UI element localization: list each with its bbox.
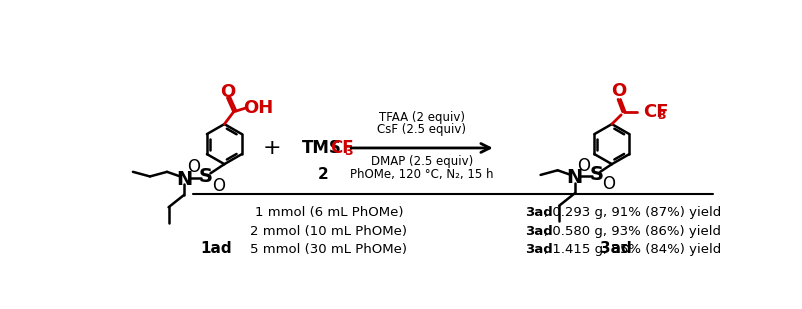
Text: CF: CF <box>642 103 667 121</box>
Text: 1 mmol (6 mL PhOMe): 1 mmol (6 mL PhOMe) <box>254 206 403 219</box>
Text: 3ad: 3ad <box>525 243 552 256</box>
Text: O: O <box>187 158 200 176</box>
Text: 3: 3 <box>344 145 353 158</box>
Text: TMS: TMS <box>302 139 342 157</box>
Text: +: + <box>263 138 282 158</box>
Text: , 1.415 g, 85% (84%) yield: , 1.415 g, 85% (84%) yield <box>543 243 720 256</box>
Text: O: O <box>220 83 235 101</box>
Text: CF: CF <box>330 139 353 157</box>
Text: PhOMe, 120 °C, N₂, 15 h: PhOMe, 120 °C, N₂, 15 h <box>350 168 493 181</box>
Text: , 0.293 g, 91% (87%) yield: , 0.293 g, 91% (87%) yield <box>543 206 720 219</box>
Text: S: S <box>589 165 602 184</box>
Text: DMAP (2.5 equiv): DMAP (2.5 equiv) <box>371 155 472 168</box>
Text: N: N <box>176 170 192 189</box>
Text: O: O <box>602 175 614 193</box>
Text: 2: 2 <box>318 167 329 182</box>
Text: 3: 3 <box>657 109 666 122</box>
Text: OH: OH <box>243 99 273 117</box>
Text: O: O <box>577 157 589 175</box>
Text: 3ad: 3ad <box>525 206 552 219</box>
Text: 3ad: 3ad <box>599 241 631 256</box>
Text: O: O <box>610 82 626 100</box>
Text: 5 mmol (30 mL PhOMe): 5 mmol (30 mL PhOMe) <box>250 243 407 256</box>
Text: 2 mmol (10 mL PhOMe): 2 mmol (10 mL PhOMe) <box>250 225 407 238</box>
Text: CsF (2.5 equiv): CsF (2.5 equiv) <box>377 123 466 136</box>
Text: 1ad: 1ad <box>200 241 232 256</box>
Text: TFAA (2 equiv): TFAA (2 equiv) <box>379 111 464 124</box>
Text: O: O <box>212 177 225 195</box>
Text: , 0.580 g, 93% (86%) yield: , 0.580 g, 93% (86%) yield <box>543 225 719 238</box>
Text: 3ad: 3ad <box>525 225 552 238</box>
Text: S: S <box>199 167 213 186</box>
Text: N: N <box>566 168 582 188</box>
